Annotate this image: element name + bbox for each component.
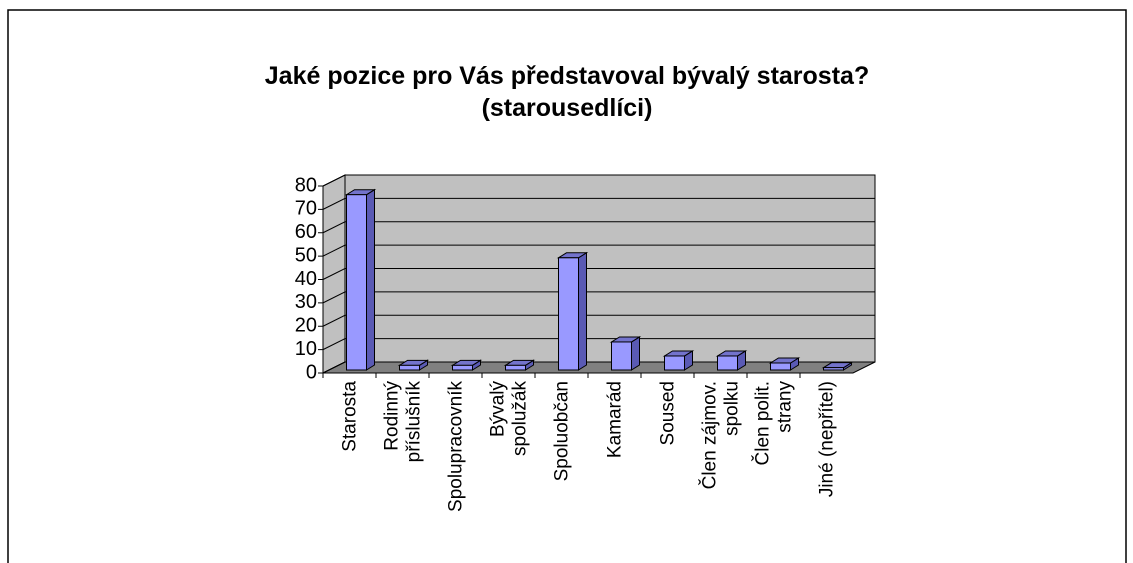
x-tick-label: Kamarád (605, 381, 626, 458)
x-tick-label: Starosta (340, 381, 361, 452)
x-tick-label: Člen zájmov. (699, 381, 721, 489)
y-tick-label: 20 (295, 315, 317, 337)
x-tick-label: strany (775, 381, 796, 433)
bar (821, 361, 854, 371)
grid-line (322, 338, 875, 351)
x-tick-label: Bývalý (488, 381, 509, 437)
y-tick-label: 30 (295, 291, 317, 313)
grid-line (322, 361, 875, 374)
grid-line (322, 314, 875, 327)
y-tick-label: 70 (295, 198, 317, 220)
y-tick-label: 80 (295, 174, 317, 196)
grid-line (322, 268, 875, 280)
bar-front (505, 364, 526, 371)
y-tick-label: 0 (306, 361, 317, 383)
chart-subtitle: (starousedlíci) (482, 94, 653, 122)
bar-front (558, 257, 579, 371)
x-tick-label: Soused (658, 381, 679, 445)
y-tick-label: 40 (295, 268, 317, 290)
bar-front (452, 364, 473, 371)
bar (397, 359, 430, 371)
bar (662, 350, 695, 371)
grid-line (322, 174, 875, 187)
grid-line (322, 197, 875, 210)
bar-side (631, 336, 640, 371)
x-tick-label: Rodinný (382, 381, 403, 451)
bar-front (717, 355, 738, 371)
x-tick-label: spolku (722, 381, 743, 436)
y-tick-label: 50 (295, 244, 317, 266)
bar-front (611, 341, 632, 371)
x-tick-label: příslušník (404, 381, 425, 463)
bar-front (664, 355, 685, 371)
bar-side (578, 251, 587, 371)
bar (715, 350, 748, 371)
grid-line (322, 244, 875, 257)
y-tick-label: 60 (295, 221, 317, 243)
bar (556, 251, 589, 371)
bar (503, 359, 536, 371)
bar-side (366, 188, 375, 371)
x-tick-label: Spoluobčan (552, 381, 573, 481)
y-tick-label: 10 (295, 338, 317, 360)
x-tick-label: Spolupracovník (446, 381, 467, 512)
bar-front (399, 364, 420, 371)
bar (609, 336, 642, 371)
x-tick-label: Jiné (nepřítel) (817, 381, 838, 497)
chart-title: Jaké pozice pro Vás představoval bývalý … (265, 62, 869, 90)
bar (450, 359, 483, 371)
bar-front (770, 362, 791, 371)
x-tick-label: Člen polit. (752, 381, 774, 466)
grid-line (322, 221, 875, 234)
grid-line (322, 291, 875, 304)
x-tick-label: spolužák (510, 381, 531, 456)
bar-front (346, 194, 367, 371)
bar-front (823, 367, 844, 371)
bar (768, 357, 801, 371)
bar (344, 188, 377, 371)
frame (7, 9, 1127, 563)
